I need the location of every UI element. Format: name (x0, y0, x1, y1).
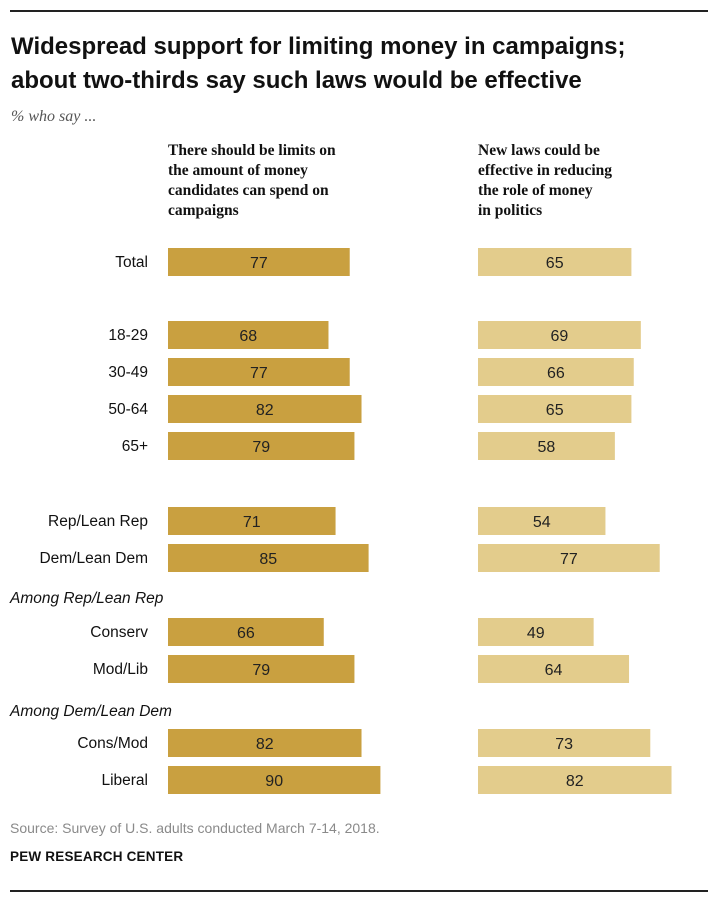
top-rule (10, 10, 708, 12)
bar-series-2 (478, 618, 594, 646)
series-1-header-line: campaigns (168, 202, 239, 219)
bar-series-1 (168, 507, 336, 535)
title-line-1: Widespread support for limiting money in… (11, 33, 626, 60)
category-label: 65+ (122, 438, 148, 455)
series-2-header-line: effective in reducing (478, 162, 613, 179)
category-label: Rep/Lean Rep (48, 513, 148, 530)
series-1-header: There should be limits on the amount of … (168, 141, 408, 221)
data-label-series-1: 82 (256, 736, 274, 753)
data-label-series-1: 90 (265, 773, 283, 790)
data-label-series-2: 65 (546, 402, 564, 419)
series-2-header-line: the role of money (478, 182, 593, 199)
series-2-header: New laws could be effective in reducing … (478, 141, 717, 221)
data-label-series-1: 77 (250, 255, 268, 272)
data-label-series-2: 77 (560, 551, 578, 568)
data-label-series-1: 82 (256, 402, 274, 419)
data-label-series-1: 71 (243, 514, 261, 531)
group-label: Among Rep/Lean Rep (9, 590, 164, 607)
series-2-header-line: in politics (478, 202, 543, 219)
bar-series-1 (168, 248, 350, 276)
data-label-series-1: 66 (237, 625, 255, 642)
data-label-series-2: 58 (538, 439, 556, 456)
data-label-series-2: 82 (566, 773, 584, 790)
category-label: 50-64 (108, 401, 148, 418)
data-label-series-1: 77 (250, 365, 268, 382)
category-label: Liberal (101, 772, 148, 789)
data-label-series-2: 64 (545, 662, 563, 679)
data-label-series-2: 54 (533, 514, 551, 531)
bottom-rule (10, 890, 708, 892)
data-label-series-1: 79 (252, 662, 270, 679)
category-label: 18-29 (108, 327, 148, 344)
series-1-header-line: the amount of money (168, 162, 308, 179)
data-label-series-1: 85 (259, 551, 277, 568)
bar-series-2 (478, 432, 615, 460)
credit-line: PEW RESEARCH CENTER (10, 849, 184, 864)
bar-series-2 (478, 395, 632, 423)
data-label-series-2: 66 (547, 365, 565, 382)
title-line-2: about two-thirds say such laws would be … (11, 67, 582, 94)
series-2-header-line: New laws could be (478, 142, 600, 159)
series-1-header-line: candidates can spend on (168, 182, 329, 199)
category-label: Dem/Lean Dem (39, 550, 148, 567)
data-label-series-2: 73 (555, 736, 573, 753)
data-label-series-2: 49 (527, 625, 545, 642)
bar-series-2 (478, 655, 630, 683)
bar-series-2 (478, 358, 634, 386)
bar-series-1 (168, 321, 329, 349)
bar-series-2 (478, 729, 651, 757)
bar-series-1 (168, 432, 355, 460)
bar-series-1 (168, 358, 350, 386)
bar-series-1 (168, 395, 362, 423)
category-label: Total (115, 254, 148, 271)
bar-series-1 (168, 729, 362, 757)
category-label: Mod/Lib (93, 661, 148, 678)
chart-title: Widespread support for limiting money in… (11, 30, 701, 98)
data-label-series-2: 69 (551, 328, 569, 345)
bar-series-1 (168, 766, 381, 794)
bar-series-2 (478, 507, 606, 535)
bar-series-2 (478, 544, 660, 572)
category-label: Conserv (90, 624, 148, 641)
category-label: 30-49 (108, 364, 148, 381)
chart-subtitle: % who say ... (11, 108, 97, 125)
bar-series-2 (478, 248, 632, 276)
data-label-series-1: 79 (252, 439, 270, 456)
group-label: Among Dem/Lean Dem (9, 703, 172, 720)
category-label: Cons/Mod (77, 735, 148, 752)
bar-series-1 (168, 544, 369, 572)
data-label-series-1: 68 (239, 328, 257, 345)
bar-series-2 (478, 766, 672, 794)
bar-series-1 (168, 618, 324, 646)
source-note: Source: Survey of U.S. adults conducted … (10, 820, 380, 836)
series-1-header-line: There should be limits on (168, 142, 336, 159)
bar-series-1 (168, 655, 355, 683)
bar-series-2 (478, 321, 641, 349)
data-label-series-2: 65 (546, 255, 564, 272)
